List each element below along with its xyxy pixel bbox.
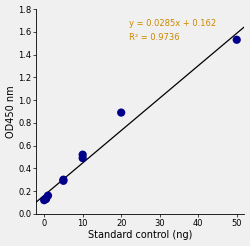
Point: [62, 178, 66, 182]
Y-axis label: OD450 nm: OD450 nm: [6, 85, 16, 138]
Point: [119, 111, 123, 115]
Point: [81, 156, 85, 160]
Point: [44, 197, 48, 201]
Point: [235, 38, 239, 42]
Point: [42, 198, 46, 202]
Text: R² = 0.9736: R² = 0.9736: [129, 33, 180, 42]
X-axis label: Standard control (ng): Standard control (ng): [88, 231, 193, 240]
Text: y = 0.0285x + 0.162: y = 0.0285x + 0.162: [129, 19, 216, 28]
Point: [46, 194, 50, 198]
Point: [81, 153, 85, 157]
Point: [62, 179, 66, 183]
